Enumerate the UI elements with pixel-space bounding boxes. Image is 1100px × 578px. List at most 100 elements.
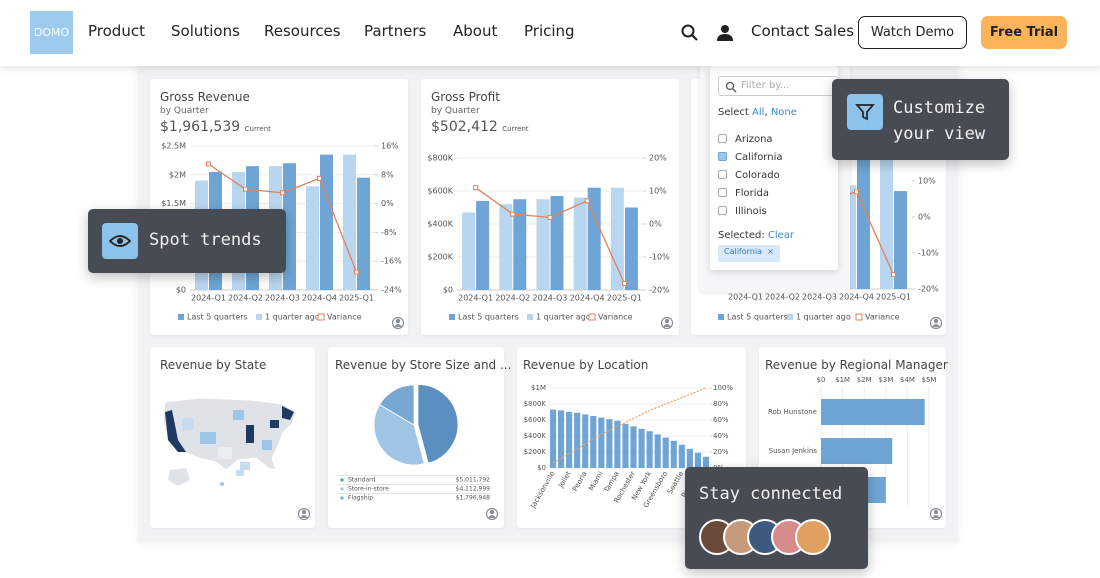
variance-marker [354, 269, 359, 275]
y2-tick-label: 0% [381, 199, 394, 208]
bar [499, 204, 513, 290]
callout: Stay connected [685, 467, 868, 569]
nav-item[interactable]: Pricing [524, 22, 575, 40]
current: $502,412 [431, 119, 498, 135]
nav-item[interactable]: About [453, 22, 498, 40]
legend-label: Variance [865, 313, 900, 322]
bar [357, 177, 370, 290]
search-icon[interactable] [680, 23, 700, 43]
user-icon [394, 324, 402, 327]
bar [857, 156, 870, 289]
x-tick-label: 2024-Q1 [458, 294, 493, 303]
variance-marker [243, 186, 248, 192]
user-icon [300, 515, 308, 518]
user-icon [395, 318, 401, 324]
legend-value: $5,011,792 [456, 477, 491, 484]
x-tick-label: 2024-Q1 [728, 293, 763, 302]
checkbox[interactable] [718, 170, 727, 179]
variance-marker [510, 211, 516, 217]
logo[interactable]: DOMO [30, 11, 73, 54]
option-label: Illinois [735, 206, 767, 217]
legend-dot [340, 478, 344, 482]
cumulative-line [552, 387, 707, 464]
legend-value: $1,796,948 [456, 495, 491, 502]
legend-swatch [527, 314, 533, 320]
chip-close[interactable]: × [767, 247, 774, 256]
y-tick-label: $2.5M [161, 142, 186, 151]
select-all[interactable]: All [752, 107, 765, 118]
checkbox[interactable] [718, 152, 727, 161]
filter-search[interactable]: Filter by... [718, 76, 838, 96]
y-tick-label: $400K [524, 432, 547, 440]
contact-sales[interactable]: Contact Sales [751, 22, 855, 40]
bar [678, 444, 685, 468]
y-tick-label: $1.5M [161, 199, 186, 208]
card-title: Revenue by Location [523, 358, 649, 372]
x-tick-label: Joliet [557, 470, 573, 490]
account-icon[interactable] [715, 23, 735, 43]
clear[interactable]: Clear [767, 230, 795, 241]
y2-tick-label: 20% [713, 448, 729, 456]
y2-tick-label: -10% [649, 253, 670, 262]
filter-option[interactable]: California [718, 152, 783, 163]
nav-item[interactable]: Resources [264, 22, 341, 40]
user-icon [489, 509, 495, 515]
y-tick-label: $0 [537, 464, 546, 472]
x-tick-label: 2024-Q2 [228, 294, 263, 303]
x-tick-label: 2024-Q4 [302, 294, 337, 303]
user-icon-ring [660, 316, 674, 330]
bar [694, 452, 701, 468]
x-tick-label: 2024-Q3 [802, 293, 837, 302]
y-tick-label: $0 [443, 286, 453, 295]
nav-item[interactable]: Solutions [171, 22, 240, 40]
option-label: California [735, 152, 783, 163]
filter-icon [847, 94, 883, 130]
checkbox[interactable] [718, 188, 727, 197]
selected-row: Selected: Clear [718, 230, 794, 241]
free-trial-button[interactable]: Free Trial [981, 16, 1067, 49]
bar [646, 431, 653, 468]
y2-tick-label: -20% [918, 285, 939, 294]
select-none[interactable]: None [770, 107, 797, 118]
eye [109, 235, 131, 247]
y-tick-label: Rob Hunstone [768, 408, 817, 416]
user-icon [664, 318, 670, 324]
card-title: Revenue by Regional Manager [765, 358, 948, 372]
legend-swatch [256, 314, 262, 320]
card: Gross Profit by Quarter $502,412 Current [421, 79, 679, 335]
filter-option[interactable]: Illinois [718, 206, 767, 217]
filter-option[interactable]: Colorado [718, 170, 780, 181]
variance-marker [547, 214, 553, 220]
y2-tick-label: 0% [649, 220, 662, 229]
filter-option[interactable]: Arizona [718, 134, 773, 145]
y2-tick-label: -20% [649, 286, 670, 295]
nav-item[interactable]: Partners [364, 22, 427, 40]
legend-label: 1 quarter ago [536, 313, 591, 322]
checkbox[interactable] [718, 206, 727, 215]
option-label: Florida [735, 188, 770, 199]
filter-option[interactable]: Florida [718, 188, 769, 199]
x-tick-label: $0 [817, 376, 826, 384]
watch-demo-button[interactable]: Watch Demo [858, 16, 967, 49]
bar [894, 191, 907, 289]
y-tick-label: $0 [176, 286, 186, 295]
legend-label: Flagship [348, 495, 373, 502]
y-tick-label: $600K [524, 416, 547, 424]
x-tick-label: Peoria [571, 470, 589, 493]
bar [283, 163, 296, 290]
us-map [162, 397, 297, 486]
bar [574, 412, 581, 468]
checkbox[interactable] [718, 134, 727, 143]
bar [582, 414, 589, 468]
nav-item[interactable]: Product [88, 22, 145, 40]
bar [536, 199, 550, 290]
variance-marker [584, 198, 590, 204]
chip[interactable]: California × [718, 245, 780, 262]
user-icon [301, 509, 307, 515]
y-tick-label: $200K [427, 253, 453, 262]
bar [610, 187, 624, 290]
y-tick-label: $200K [524, 448, 547, 456]
y-tick-label: $600K [427, 187, 453, 196]
y2-tick-label: 80% [713, 400, 729, 408]
